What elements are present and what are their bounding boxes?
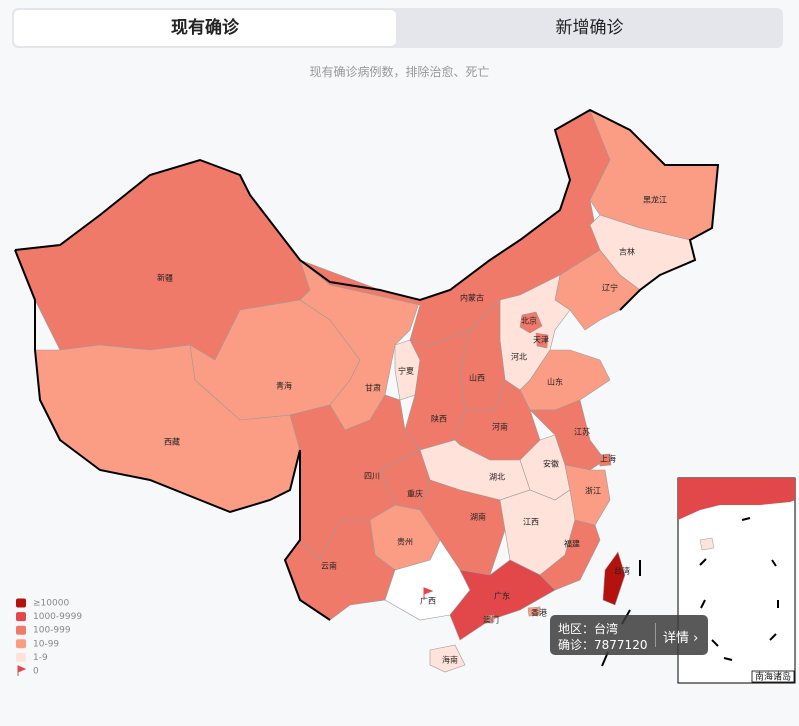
region-label: 台湾 bbox=[614, 566, 630, 576]
region-label: 山东 bbox=[547, 377, 563, 387]
region-label: 澳门 bbox=[483, 615, 499, 625]
region-label: 湖南 bbox=[470, 512, 486, 522]
legend: ≥10000 1000-9999 100-999 10-99 1-9 0 bbox=[16, 598, 82, 677]
inset-title-box bbox=[751, 670, 795, 683]
region-label: 辽宁 bbox=[602, 283, 618, 293]
label: 详情 bbox=[663, 631, 690, 646]
legend-swatch bbox=[16, 625, 26, 635]
region-label: 香港 bbox=[531, 608, 547, 618]
region-label: 北京 bbox=[521, 316, 537, 326]
legend-swatch bbox=[16, 639, 26, 649]
tab[interactable]: 新增确诊 bbox=[555, 18, 624, 38]
region bbox=[539, 519, 601, 591]
inset-boundary bbox=[699, 517, 779, 661]
region-label: 河北 bbox=[511, 352, 527, 362]
region-label: 甘肃 bbox=[365, 383, 381, 393]
tooltip: 地区：台湾 确诊：7877120 详情 › bbox=[550, 615, 708, 655]
region bbox=[519, 311, 543, 334]
legend-label: 1-9 bbox=[33, 653, 48, 663]
region bbox=[449, 559, 556, 641]
legend-swatch bbox=[16, 652, 26, 662]
region-label: 山西 bbox=[469, 373, 485, 383]
region-label: 广西 bbox=[420, 596, 436, 606]
region-label: 河南 bbox=[492, 422, 508, 432]
value: 7877120 bbox=[594, 638, 648, 652]
region bbox=[527, 606, 541, 617]
border bbox=[14, 108, 720, 311]
legend-label: 0 bbox=[33, 667, 39, 677]
border bbox=[14, 249, 331, 621]
inset-land bbox=[678, 478, 795, 520]
inset-title: 南海诸岛 bbox=[755, 671, 791, 683]
label: 地区： bbox=[558, 622, 595, 636]
region-label: 安徽 bbox=[543, 459, 559, 469]
region-label: 西藏 bbox=[164, 437, 180, 447]
region-label: 新疆 bbox=[157, 273, 173, 283]
subtitle: 现有确诊病例数，排除治愈、死亡 bbox=[309, 65, 490, 79]
region-label: 广东 bbox=[494, 591, 510, 601]
label: 确诊： bbox=[558, 638, 595, 652]
inset-land bbox=[699, 537, 715, 551]
region-label: 云南 bbox=[321, 561, 337, 571]
region bbox=[597, 453, 612, 467]
region-label: 浙江 bbox=[585, 486, 601, 496]
region-label: 福建 bbox=[564, 539, 580, 549]
region-label: 贵州 bbox=[397, 537, 413, 547]
regions bbox=[14, 109, 719, 673]
region-label: 天津 bbox=[533, 335, 549, 345]
region bbox=[602, 551, 626, 606]
legend-label: 10-99 bbox=[33, 639, 59, 649]
region-label: 内蒙古 bbox=[460, 293, 484, 303]
tooltip-count: 确诊：7877120 bbox=[558, 636, 647, 653]
tooltip-region: 地区：台湾 bbox=[558, 620, 618, 637]
region-label: 重庆 bbox=[407, 489, 423, 499]
value: 台湾 bbox=[594, 622, 619, 636]
region bbox=[429, 644, 466, 673]
region-label: 海南 bbox=[442, 655, 458, 665]
region-label: 陕西 bbox=[431, 414, 447, 424]
separator bbox=[655, 623, 656, 647]
tab[interactable]: 现有确诊 bbox=[14, 10, 396, 46]
region-label: 江苏 bbox=[574, 427, 590, 437]
legend-swatch bbox=[16, 612, 26, 622]
region-label: 宁夏 bbox=[398, 366, 414, 376]
legend-label: 1000-9999 bbox=[33, 612, 82, 622]
legend-label: 100-999 bbox=[33, 626, 71, 636]
region-label: 湖北 bbox=[489, 473, 505, 482]
legend-label: ≥10000 bbox=[33, 599, 69, 609]
flag bbox=[423, 587, 434, 600]
legend-swatch bbox=[16, 598, 26, 608]
region-label: 吉林 bbox=[619, 247, 635, 257]
region-label: 四川 bbox=[364, 472, 380, 481]
region-label: 青海 bbox=[276, 381, 292, 391]
details-button[interactable]: 详情 › bbox=[663, 631, 699, 646]
legend-icon bbox=[17, 665, 27, 676]
region-label: 上海 bbox=[600, 454, 616, 464]
region bbox=[485, 614, 495, 624]
region-label: 黑龙江 bbox=[643, 195, 667, 205]
region-label: 江西 bbox=[523, 518, 539, 527]
tab-bar: 现有确诊 新增确诊 bbox=[12, 8, 783, 48]
region bbox=[535, 332, 549, 349]
